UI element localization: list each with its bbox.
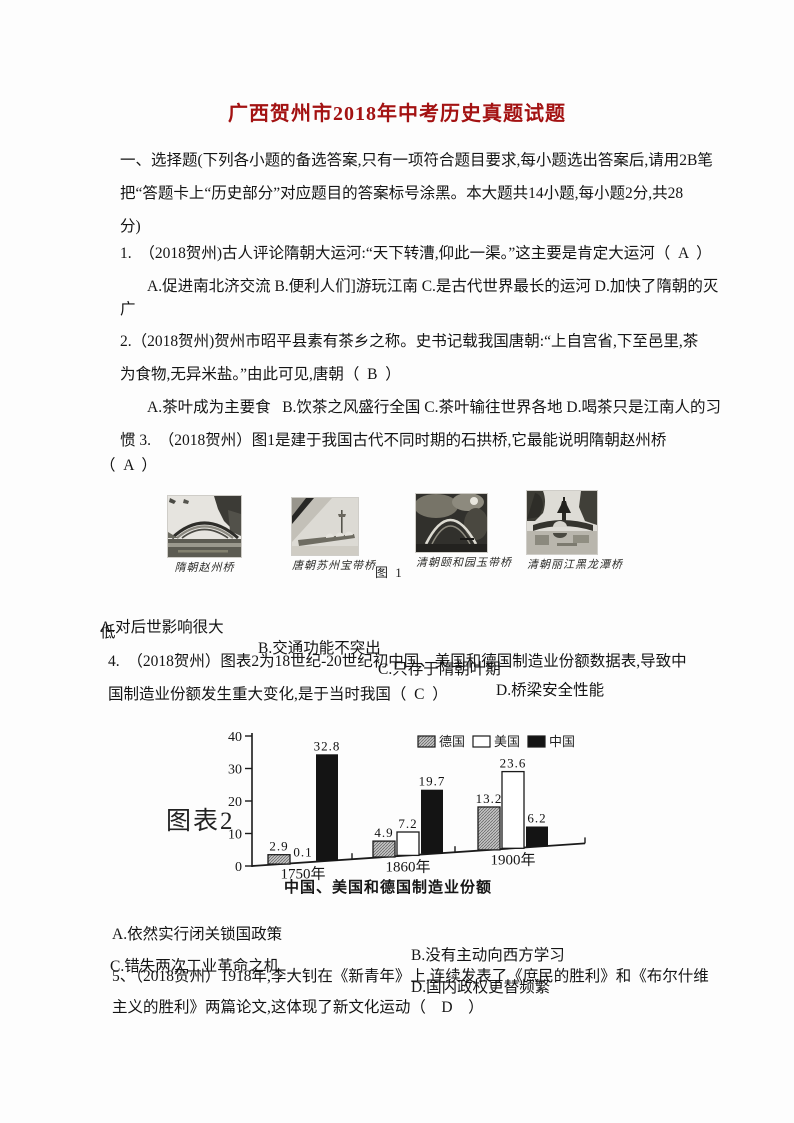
svg-text:30: 30 bbox=[228, 763, 242, 778]
figure-caption: 清朝丽江黑龙潭桥 bbox=[527, 559, 623, 571]
svg-text:13.2: 13.2 bbox=[476, 791, 503, 806]
intro-line-2: 把“答题卡上“历史部分”对应题目的答案标号涂黑。本大题共14小题,每小题2分,共… bbox=[120, 185, 684, 202]
bridge-figure-zhaozhou: 隋朝赵州桥 bbox=[168, 496, 241, 575]
q3-option-a: A.对后世影响很大 bbox=[100, 619, 224, 636]
svg-text:德国: 德国 bbox=[439, 734, 465, 749]
q3-options-row: A.对后世影响很大 B.交通功能不突出 C.只存于隋朝叶期 D.桥梁安全性能 bbox=[0, 596, 794, 722]
q3-answer-blank: （ A ） bbox=[100, 457, 157, 474]
q4-option-a: A.依然实行闭关锁国政策 bbox=[112, 926, 283, 943]
q1-stem: 1. （2018贺州)古人评论隋朝大运河:“天下转漕,仰此一渠。”这主要是肯定大… bbox=[120, 245, 712, 262]
svg-text:7.2: 7.2 bbox=[398, 816, 417, 831]
svg-text:40: 40 bbox=[228, 730, 242, 745]
svg-text:2.9: 2.9 bbox=[269, 839, 288, 854]
q1-options-overflow: 广 bbox=[120, 301, 136, 318]
svg-text:1860年: 1860年 bbox=[385, 858, 430, 875]
q3-option-d-overflow: 低 bbox=[100, 624, 116, 641]
svg-text:0.1: 0.1 bbox=[293, 845, 312, 860]
figure-caption: 清朝颐和园玉带桥 bbox=[416, 557, 512, 569]
q2-stem-line-1: 2.（2018贺州)贺州市昭平县素有茶乡之称。史书记载我国唐朝:“上自宫省,下至… bbox=[120, 333, 699, 350]
svg-text:6.2: 6.2 bbox=[527, 811, 546, 826]
yudai-bridge-image bbox=[416, 494, 487, 552]
svg-text:中国、美国和德国制造业份额: 中国、美国和德国制造业份额 bbox=[284, 878, 492, 896]
q4-options-row-2: C.错失两次工业革命之机 D.国内政权更替频繁 bbox=[0, 935, 794, 1019]
bridge-figure-baodai: 唐朝苏州宝带桥 bbox=[292, 498, 376, 573]
svg-text:20: 20 bbox=[228, 795, 242, 810]
svg-text:0: 0 bbox=[235, 860, 242, 875]
svg-text:32.8: 32.8 bbox=[314, 738, 341, 753]
svg-text:美国: 美国 bbox=[494, 734, 520, 749]
bridge-figure-heilongtan: 清朝丽江黑龙潭桥 bbox=[527, 491, 623, 572]
svg-text:中国: 中国 bbox=[549, 734, 575, 749]
q4-option-c: C.错失两次工业革命之机 bbox=[110, 958, 280, 975]
q3-option-c: C.只存于隋朝叶期 bbox=[378, 661, 501, 678]
q2-stem-line-2: 为食物,无异米盐。”由此可见,唐朝（ B ） bbox=[120, 366, 401, 383]
q3-option-d: D.桥梁安全性能 bbox=[496, 682, 605, 699]
svg-text:4.9: 4.9 bbox=[374, 825, 393, 840]
q4-stem-line-2: 国制造业份额发生重大变化,是于当时我国（ C ） bbox=[108, 686, 448, 703]
svg-text:19.7: 19.7 bbox=[419, 774, 446, 789]
bridge-figure-yudai: 清朝颐和园玉带桥 bbox=[416, 494, 512, 570]
svg-text:1750年: 1750年 bbox=[280, 866, 325, 883]
figure-1-label: 图 1 bbox=[375, 565, 404, 580]
q5-stem-line-2: 主义的胜利》两篇论文,这体现了新文化运动（ D ） bbox=[112, 999, 484, 1016]
svg-text:1900年: 1900年 bbox=[490, 851, 535, 868]
figure-caption: 唐朝苏州宝带桥 bbox=[292, 560, 376, 572]
svg-text:10: 10 bbox=[228, 828, 242, 843]
zhaozhou-bridge-image bbox=[168, 496, 241, 557]
q2-options: A.茶叶成为主要食 B.饮茶之风盛行全国 C.茶叶输往世界各地 D.喝茶只是江南… bbox=[147, 399, 721, 416]
q4-options-row-1: A.依然实行闭关锁国政策 B.没有主动向西方学习 bbox=[0, 903, 794, 987]
q5-stem-line-1: 5、（2018贺州）1918年,李大钊在《新青年》上,连续发表了《庶民的胜利》和… bbox=[112, 968, 709, 985]
intro-line-1: 一、选择题(下列各小题的备选答案,只有一项符合题目要求,每小题选出答案后,请用2… bbox=[120, 152, 713, 169]
q3-option-b: B.交通功能不突出 bbox=[258, 640, 381, 657]
svg-text:23.6: 23.6 bbox=[500, 756, 527, 771]
q4-option-b: B.没有主动向西方学习 bbox=[411, 947, 565, 964]
baodai-bridge-image bbox=[292, 498, 358, 555]
q4-stem-line-1: 4. （2018贺州）图表2为18世纪-20世纪初中国、美国和德国制造业份额数据… bbox=[108, 653, 687, 670]
q4-option-d: D.国内政权更替频繁 bbox=[411, 979, 551, 996]
q3-stem: 惯 3. （2018贺州）图1是建于我国古代不同时期的石拱桥,它最能说明隋朝赵州… bbox=[120, 432, 667, 449]
figure-caption: 隋朝赵州桥 bbox=[174, 562, 235, 574]
q4-chart-figure: 图表2 0 10 20 30 40 2.9 0.1 32.8 1750年 4.9 7.2 19.7 186… bbox=[160, 703, 665, 901]
svg-text:图表2: 图表2 bbox=[166, 807, 235, 835]
intro-line-3: 分) bbox=[120, 218, 141, 235]
heilongtan-bridge-image bbox=[527, 491, 597, 554]
manufacturing-share-bar-chart: 图表2 0 10 20 30 40 2.9 0.1 32.8 1750年 4.9 7.2 19.7 186… bbox=[166, 730, 586, 896]
page-title: 广西贺州市2018年中考历史真题试题 bbox=[228, 103, 566, 125]
q1-options: A.促进南北济交流 B.便利人们]游玩江南 C.是古代世界最长的运河 D.加快了… bbox=[147, 278, 719, 295]
